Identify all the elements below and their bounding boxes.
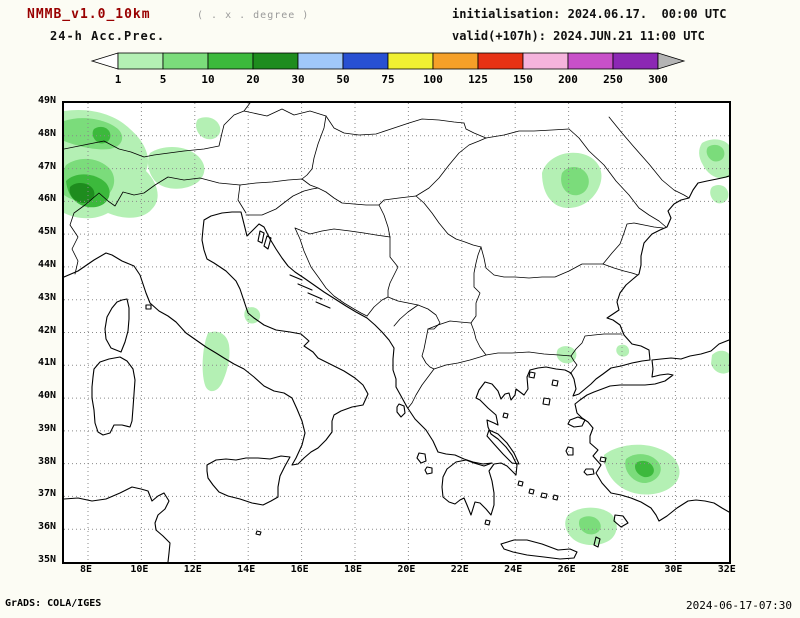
colorbar-level-label: 10 bbox=[201, 73, 214, 86]
country-border-layer bbox=[64, 103, 690, 409]
lat-tick-label: 40N bbox=[37, 390, 56, 402]
creation-timestamp: 2024-06-17-07:30 bbox=[686, 599, 792, 612]
precip-patch bbox=[556, 346, 577, 364]
colorbar-level-label: 150 bbox=[513, 73, 533, 86]
lat-tick-label: 47N bbox=[37, 160, 56, 172]
map-frame bbox=[62, 101, 731, 564]
product-name: 24-h Acc.Prec. bbox=[50, 29, 166, 43]
colorbar-level-label: 125 bbox=[468, 73, 488, 86]
colorbar-segment bbox=[117, 52, 164, 70]
precipitation-layer bbox=[64, 109, 729, 546]
colorbar-level-label: 300 bbox=[648, 73, 668, 86]
lat-tick-label: 35N bbox=[37, 554, 56, 565]
colorbar-segment bbox=[387, 52, 434, 70]
colorbar-segment bbox=[567, 52, 614, 70]
precip-patch bbox=[92, 126, 111, 144]
lon-tick-label: 26E bbox=[557, 564, 576, 575]
colorbar-level-label: 5 bbox=[160, 73, 167, 86]
precip-patch bbox=[711, 350, 729, 374]
model-name: NMMB_v1.0_10km bbox=[27, 7, 151, 22]
lat-tick-label: 37N bbox=[37, 488, 56, 500]
lat-tick-label: 45N bbox=[37, 226, 56, 238]
lat-tick-label: 39N bbox=[37, 422, 56, 434]
lon-tick-label: 22E bbox=[450, 564, 469, 575]
initialisation-time: initialisation: 2024.06.17. 00:00 UTC bbox=[452, 7, 727, 21]
colorbar-level-label: 250 bbox=[603, 73, 623, 86]
colorbar-segment bbox=[252, 52, 299, 70]
lon-tick-label: 32E bbox=[717, 564, 736, 575]
precip-patch bbox=[69, 183, 95, 203]
grads-stamp: GrADS: COLA/IGES bbox=[5, 598, 102, 609]
precip-patch bbox=[148, 147, 205, 189]
lon-tick-label: 8E bbox=[79, 564, 93, 575]
colorbar-segment bbox=[477, 52, 524, 70]
precip-patch bbox=[616, 344, 630, 357]
colorbar-level-label: 75 bbox=[381, 73, 394, 86]
lon-tick-label: 28E bbox=[610, 564, 630, 575]
colorbar-arrow bbox=[657, 52, 686, 70]
colorbar-segment bbox=[162, 52, 209, 70]
colorbar-level-label: 50 bbox=[336, 73, 349, 86]
colorbar-level-label: 30 bbox=[291, 73, 304, 86]
lon-tick-label: 24E bbox=[504, 564, 523, 575]
colorbar-segment bbox=[342, 52, 389, 70]
colorbar-level-label: 20 bbox=[246, 73, 259, 86]
coastline-layer bbox=[64, 175, 729, 562]
colorbar-level-label: 100 bbox=[423, 73, 443, 86]
lat-tick-label: 36N bbox=[37, 521, 56, 533]
valid-time: valid(+107h): 2024.JUN.21 11:00 UTC bbox=[452, 29, 705, 43]
colorbar-level-label: 200 bbox=[558, 73, 578, 86]
lon-tick-label: 16E bbox=[290, 564, 309, 575]
grid-layer bbox=[64, 103, 729, 562]
resolution-note: ( . x . degree ) bbox=[197, 10, 310, 21]
lon-tick-label: 18E bbox=[343, 564, 363, 575]
lat-tick-label: 48N bbox=[37, 127, 56, 139]
lat-tick-label: 41N bbox=[37, 357, 56, 369]
colorbar-segment bbox=[297, 52, 344, 70]
map-canvas bbox=[64, 103, 729, 562]
lat-tick-label: 44N bbox=[37, 258, 56, 270]
lat-tick-label: 42N bbox=[37, 324, 56, 336]
colorbar-arrow bbox=[90, 52, 119, 70]
precip-patch bbox=[706, 144, 725, 162]
precip-patch bbox=[202, 331, 230, 392]
lat-tick-label: 43N bbox=[37, 291, 56, 303]
lon-tick-label: 14E bbox=[237, 564, 256, 575]
precip-colorbar: 1 5 10 20 30 50 75 100 125 150 200 250 300 bbox=[90, 52, 686, 86]
lon-tick-label: 30E bbox=[664, 564, 683, 575]
lon-tick-label: 10E bbox=[130, 564, 149, 575]
colorbar-segment bbox=[207, 52, 254, 70]
lon-tick-label: 12E bbox=[183, 564, 202, 575]
colorbar-level-label: 1 bbox=[115, 73, 122, 86]
lat-tick-label: 46N bbox=[37, 193, 56, 205]
precip-patch bbox=[578, 516, 601, 535]
lat-tick-label: 38N bbox=[37, 455, 56, 467]
precip-patch bbox=[561, 167, 589, 196]
precip-patch bbox=[634, 460, 654, 478]
precip-patch bbox=[196, 117, 221, 140]
precip-patch bbox=[710, 184, 729, 204]
lon-tick-label: 20E bbox=[397, 564, 416, 575]
colorbar-segment bbox=[432, 52, 479, 70]
colorbar-segment bbox=[522, 52, 569, 70]
colorbar-segment bbox=[612, 52, 659, 70]
lat-tick-label: 49N bbox=[37, 95, 56, 106]
